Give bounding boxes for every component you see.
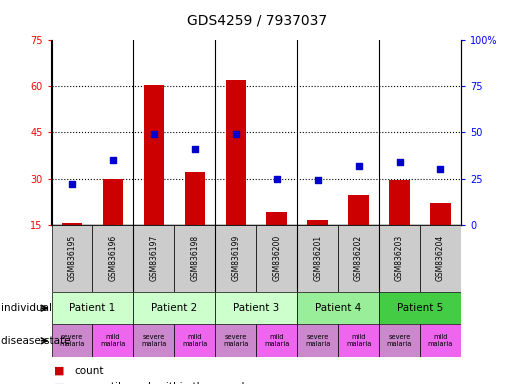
Text: ■: ■ (54, 366, 64, 376)
Bar (174, 225, 215, 292)
Bar (52, 292, 133, 324)
Point (272, 175, 281, 182)
Bar (420, 324, 461, 357)
Point (314, 177, 322, 184)
Text: severe
malaria: severe malaria (223, 334, 248, 347)
Bar (215, 225, 256, 292)
Bar (133, 292, 215, 324)
Bar (256, 324, 297, 357)
Bar (379, 292, 461, 324)
Point (68, 181, 76, 187)
Bar (133, 324, 174, 357)
Bar (297, 324, 338, 357)
Text: severe
malaria: severe malaria (387, 334, 412, 347)
Point (232, 131, 240, 137)
Bar (174, 324, 215, 357)
Text: individual: individual (1, 303, 52, 313)
Bar (133, 225, 174, 292)
Text: mild
malaria: mild malaria (100, 334, 126, 347)
Text: GSM836195: GSM836195 (67, 235, 76, 281)
Text: Patient 1: Patient 1 (70, 303, 115, 313)
Text: mild
malaria: mild malaria (428, 334, 453, 347)
Bar (93, 324, 133, 357)
Text: mild
malaria: mild malaria (346, 334, 371, 347)
Bar (215, 292, 297, 324)
Text: count: count (75, 366, 104, 376)
Text: mild
malaria: mild malaria (182, 334, 208, 347)
Text: ■: ■ (54, 382, 64, 384)
Text: severe
malaria: severe malaria (59, 334, 84, 347)
Bar (420, 225, 461, 292)
Text: severe
malaria: severe malaria (141, 334, 166, 347)
Point (396, 159, 404, 165)
Bar (379, 324, 420, 357)
Point (354, 162, 363, 169)
Bar (297, 292, 379, 324)
Text: GSM836199: GSM836199 (231, 235, 240, 281)
Text: GSM836203: GSM836203 (395, 235, 404, 281)
Bar (430, 203, 451, 225)
Bar (215, 324, 256, 357)
Bar (379, 225, 420, 292)
Point (191, 146, 199, 152)
Bar (338, 324, 379, 357)
Bar (297, 225, 338, 292)
Text: percentile rank within the sample: percentile rank within the sample (75, 382, 251, 384)
Text: Patient 4: Patient 4 (315, 303, 361, 313)
Bar (266, 212, 287, 225)
Text: mild
malaria: mild malaria (264, 334, 289, 347)
Text: GSM836196: GSM836196 (109, 235, 117, 281)
Bar (389, 180, 410, 225)
Text: GSM836197: GSM836197 (149, 235, 158, 281)
Text: disease state: disease state (1, 336, 70, 346)
Bar (52, 324, 93, 357)
Text: GSM836204: GSM836204 (436, 235, 445, 281)
Text: GSM836200: GSM836200 (272, 235, 281, 281)
Text: GSM836202: GSM836202 (354, 235, 363, 281)
Point (150, 131, 158, 137)
Text: Patient 5: Patient 5 (397, 303, 443, 313)
Bar (256, 225, 297, 292)
Text: GSM836201: GSM836201 (313, 235, 322, 281)
Bar (338, 225, 379, 292)
Text: Patient 2: Patient 2 (151, 303, 197, 313)
Bar (52, 225, 93, 292)
Bar (144, 85, 164, 225)
Bar (348, 195, 369, 225)
Text: severe
malaria: severe malaria (305, 334, 330, 347)
Bar (184, 172, 205, 225)
Text: GDS4259 / 7937037: GDS4259 / 7937037 (187, 13, 328, 27)
Bar (307, 220, 328, 225)
Text: Patient 3: Patient 3 (233, 303, 279, 313)
Point (436, 166, 444, 172)
Text: GSM836198: GSM836198 (191, 235, 199, 281)
Bar (226, 80, 246, 225)
Bar (93, 225, 133, 292)
Bar (102, 179, 123, 225)
Point (109, 157, 117, 163)
Bar (62, 223, 82, 225)
